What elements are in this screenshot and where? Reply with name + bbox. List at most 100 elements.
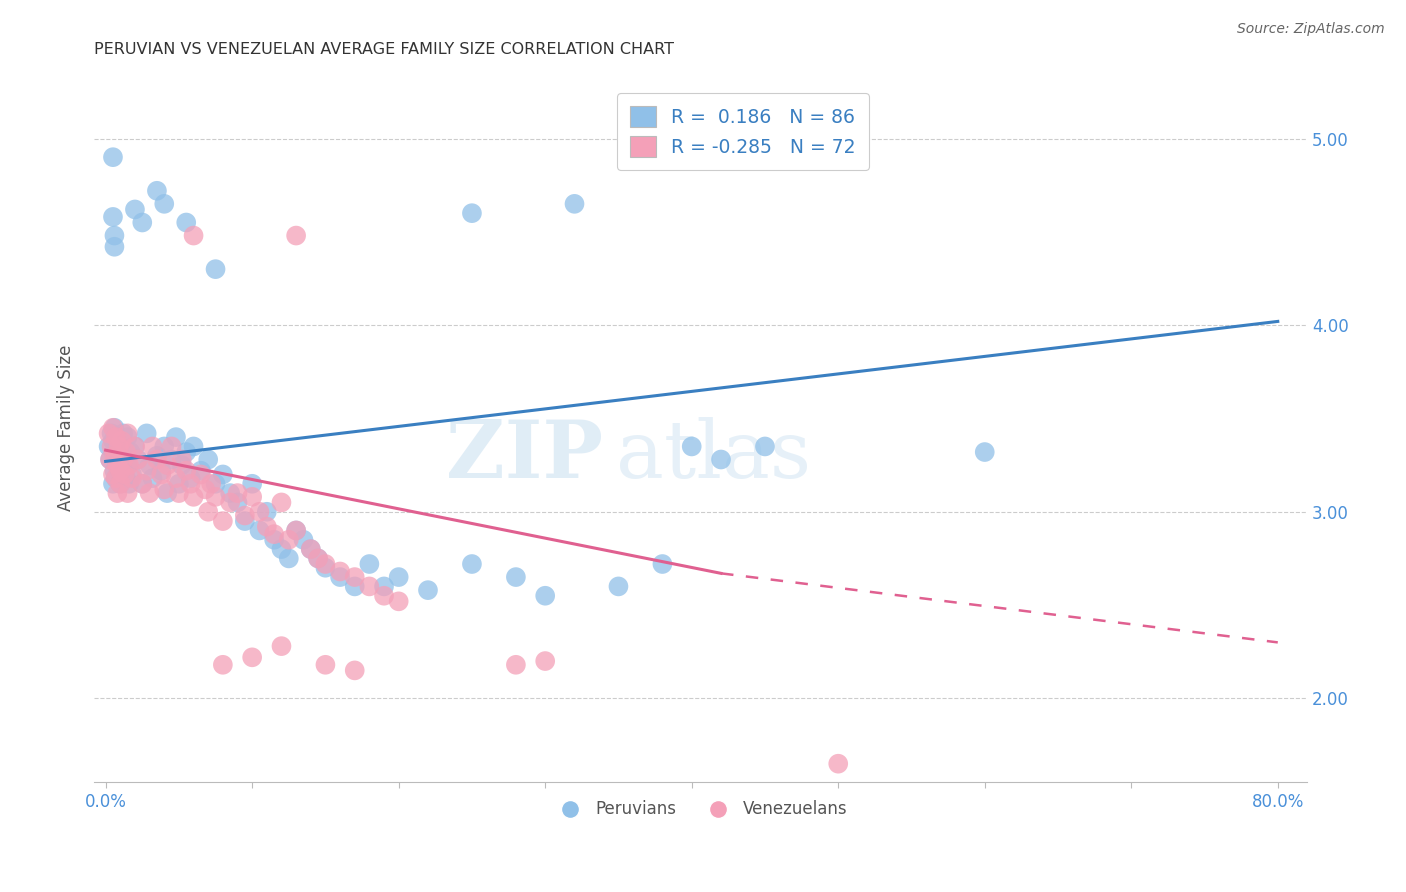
Point — [292, 533, 315, 547]
Point — [212, 467, 235, 482]
Point — [131, 476, 153, 491]
Point — [285, 524, 308, 538]
Point — [505, 657, 527, 672]
Point — [754, 439, 776, 453]
Point — [120, 445, 142, 459]
Point — [160, 452, 183, 467]
Point — [104, 471, 127, 485]
Point — [277, 533, 299, 547]
Legend: Peruvians, Venezuelans: Peruvians, Venezuelans — [547, 794, 855, 825]
Point — [197, 452, 219, 467]
Point — [103, 449, 125, 463]
Point — [416, 583, 439, 598]
Point — [110, 476, 132, 491]
Point — [359, 557, 381, 571]
Point — [112, 452, 135, 467]
Point — [180, 476, 202, 491]
Point — [114, 467, 136, 482]
Point — [103, 228, 125, 243]
Text: PERUVIAN VS VENEZUELAN AVERAGE FAMILY SIZE CORRELATION CHART: PERUVIAN VS VENEZUELAN AVERAGE FAMILY SI… — [94, 42, 673, 57]
Text: Source: ZipAtlas.com: Source: ZipAtlas.com — [1237, 22, 1385, 37]
Point — [534, 589, 557, 603]
Point — [105, 430, 128, 444]
Point — [101, 476, 124, 491]
Point — [607, 579, 630, 593]
Point — [115, 471, 138, 485]
Point — [111, 452, 134, 467]
Point — [270, 639, 292, 653]
Point — [104, 471, 127, 485]
Point — [314, 657, 336, 672]
Point — [170, 458, 193, 472]
Point — [108, 445, 131, 459]
Point — [98, 452, 121, 467]
Point — [194, 483, 217, 497]
Point — [127, 452, 149, 467]
Point — [263, 527, 285, 541]
Point — [681, 439, 703, 453]
Point — [117, 486, 139, 500]
Point — [167, 476, 190, 491]
Point — [100, 439, 122, 453]
Point — [156, 458, 179, 472]
Point — [256, 505, 278, 519]
Point — [204, 490, 226, 504]
Point — [111, 434, 134, 448]
Point — [277, 551, 299, 566]
Point — [146, 452, 169, 467]
Point — [104, 449, 127, 463]
Point — [359, 579, 381, 593]
Point — [285, 524, 308, 538]
Point — [103, 464, 125, 478]
Point — [183, 490, 205, 504]
Point — [174, 464, 197, 478]
Point — [108, 439, 131, 453]
Point — [204, 262, 226, 277]
Point — [973, 445, 995, 459]
Point — [710, 452, 733, 467]
Point — [141, 471, 163, 485]
Text: ZIP: ZIP — [447, 417, 603, 495]
Point — [160, 439, 183, 453]
Text: atlas: atlas — [616, 417, 811, 495]
Point — [827, 756, 849, 771]
Point — [240, 476, 263, 491]
Point — [299, 542, 322, 557]
Point — [204, 476, 226, 491]
Point — [307, 551, 329, 566]
Point — [131, 215, 153, 229]
Point — [117, 430, 139, 444]
Point — [110, 439, 132, 453]
Point — [165, 430, 187, 444]
Point — [110, 464, 132, 478]
Point — [314, 557, 336, 571]
Point — [156, 486, 179, 500]
Point — [226, 486, 249, 500]
Point — [115, 445, 138, 459]
Point — [146, 449, 169, 463]
Point — [101, 150, 124, 164]
Point — [256, 519, 278, 533]
Point — [651, 557, 673, 571]
Point — [117, 426, 139, 441]
Point — [98, 452, 121, 467]
Point — [233, 514, 256, 528]
Point — [153, 483, 176, 497]
Point — [314, 560, 336, 574]
Point — [100, 426, 122, 441]
Point — [146, 184, 169, 198]
Point — [534, 654, 557, 668]
Point — [200, 476, 222, 491]
Point — [165, 471, 187, 485]
Point — [101, 421, 124, 435]
Point — [101, 467, 124, 482]
Point — [249, 505, 271, 519]
Point — [461, 206, 484, 220]
Point — [167, 486, 190, 500]
Point — [138, 486, 160, 500]
Point — [118, 458, 141, 472]
Point — [190, 467, 212, 482]
Point — [461, 557, 484, 571]
Point — [174, 215, 197, 229]
Point — [103, 240, 125, 254]
